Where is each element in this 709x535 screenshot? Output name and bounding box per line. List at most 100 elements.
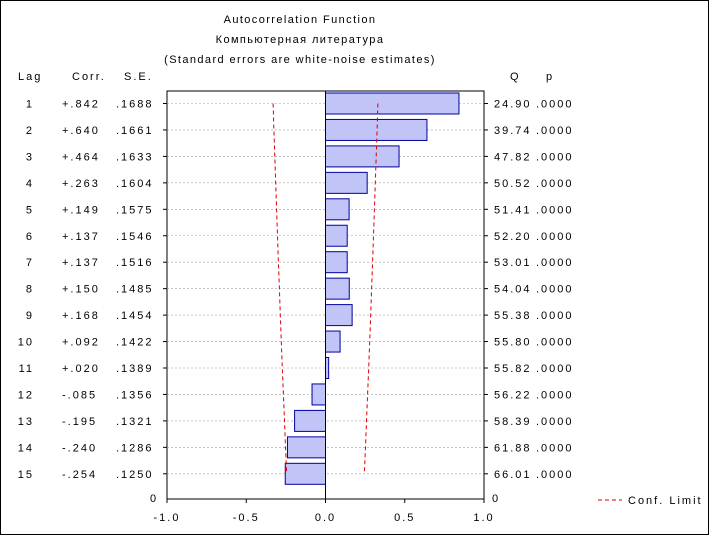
lag-label: 15 bbox=[18, 469, 34, 481]
q-label: 58.39 bbox=[494, 416, 532, 428]
bar bbox=[325, 304, 353, 327]
se-label: .1661 bbox=[116, 125, 154, 137]
se-label: .1286 bbox=[116, 442, 154, 454]
p-label: .0000 bbox=[536, 389, 574, 401]
lag-label: 9 bbox=[26, 310, 34, 322]
se-label: .1422 bbox=[116, 337, 154, 349]
zero-row-right: 0 bbox=[492, 493, 500, 505]
q-label: 39.74 bbox=[494, 125, 532, 137]
header-q: Q bbox=[510, 71, 521, 83]
chart-subtitle: Компьютерная литература bbox=[216, 34, 385, 46]
bar bbox=[284, 462, 326, 485]
lag-label: 3 bbox=[26, 151, 34, 163]
lag-label: 12 bbox=[18, 389, 34, 401]
corr-label: +.263 bbox=[62, 178, 100, 190]
se-label: .1485 bbox=[116, 284, 154, 296]
corr-label: +.020 bbox=[62, 363, 100, 375]
corr-label: +.842 bbox=[62, 99, 100, 111]
se-label: .1454 bbox=[116, 310, 154, 322]
lag-label: 11 bbox=[19, 363, 34, 375]
corr-label: -.085 bbox=[62, 389, 97, 401]
q-label: 61.88 bbox=[494, 442, 532, 454]
q-label: 55.80 bbox=[494, 337, 532, 349]
p-label: .0000 bbox=[536, 231, 574, 243]
corr-label: +.137 bbox=[62, 257, 100, 269]
conf-limit-upper bbox=[363, 103, 379, 474]
q-label: 55.82 bbox=[494, 363, 532, 375]
se-label: .1389 bbox=[116, 363, 154, 375]
lag-label: 7 bbox=[26, 257, 34, 269]
se-label: .1516 bbox=[116, 257, 154, 269]
row-labels: 1 +.842 .1688 24.90 .0000 2 +.640 .1661 39.74 .00… bbox=[18, 99, 574, 481]
p-label: .0000 bbox=[536, 337, 574, 349]
lag-label: 14 bbox=[18, 442, 34, 454]
q-label: 55.38 bbox=[494, 310, 532, 322]
x-tick-label: 1.0 bbox=[473, 512, 494, 524]
x-tick-label: 0.5 bbox=[394, 512, 415, 524]
x-tick-label: -0.5 bbox=[233, 512, 260, 524]
bar bbox=[325, 118, 428, 141]
p-label: .0000 bbox=[536, 284, 574, 296]
bar bbox=[325, 330, 341, 353]
p-label: .0000 bbox=[536, 442, 574, 454]
bar bbox=[325, 224, 348, 247]
q-label: 52.20 bbox=[494, 231, 532, 243]
legend-label: Conf. Limit bbox=[628, 495, 703, 507]
p-label: .0000 bbox=[536, 125, 574, 137]
se-label: .1356 bbox=[116, 389, 154, 401]
x-axis: -1.0 -0.5 0.0 0.5 1.0 bbox=[154, 499, 494, 524]
p-label: .0000 bbox=[536, 178, 574, 190]
lag-label: 2 bbox=[26, 125, 34, 137]
chart-title: Autocorrelation Function bbox=[224, 14, 377, 26]
q-label: 53.01 bbox=[494, 257, 532, 269]
bar bbox=[325, 92, 460, 115]
corr-label: -.195 bbox=[62, 416, 97, 428]
se-label: .1688 bbox=[116, 99, 154, 111]
header-lag: Lag bbox=[18, 71, 42, 83]
lag-label: 5 bbox=[26, 204, 34, 216]
q-label: 54.04 bbox=[494, 284, 532, 296]
p-label: .0000 bbox=[536, 310, 574, 322]
bar bbox=[325, 198, 350, 221]
p-label: .0000 bbox=[536, 99, 574, 111]
corr-label: +.640 bbox=[62, 125, 100, 137]
p-label: .0000 bbox=[536, 469, 574, 481]
bar bbox=[294, 409, 326, 432]
p-label: .0000 bbox=[536, 257, 574, 269]
header-p: p bbox=[546, 71, 554, 83]
bar bbox=[286, 436, 326, 459]
corr-label: -.240 bbox=[62, 442, 97, 454]
x-tick-label: -1.0 bbox=[154, 512, 181, 524]
p-label: .0000 bbox=[536, 363, 574, 375]
q-label: 50.52 bbox=[494, 178, 532, 190]
corr-label: +.092 bbox=[62, 337, 100, 349]
q-label: 47.82 bbox=[494, 151, 532, 163]
q-label: 56.22 bbox=[494, 389, 532, 401]
se-label: .1575 bbox=[116, 204, 154, 216]
conf-limit-lower bbox=[272, 103, 288, 474]
bar bbox=[325, 277, 350, 300]
bar bbox=[325, 251, 348, 274]
se-label: .1604 bbox=[116, 178, 154, 190]
bar bbox=[325, 171, 368, 194]
p-label: .0000 bbox=[536, 204, 574, 216]
q-label: 51.41 bbox=[494, 204, 532, 216]
q-label: 66.01 bbox=[494, 469, 532, 481]
bar bbox=[311, 383, 326, 406]
lag-label: 8 bbox=[26, 284, 34, 296]
corr-label: +.168 bbox=[62, 310, 100, 322]
lag-label: 6 bbox=[26, 231, 34, 243]
lag-label: 13 bbox=[18, 416, 34, 428]
legend: Conf. Limit bbox=[598, 495, 703, 507]
se-label: .1546 bbox=[116, 231, 154, 243]
lag-label: 4 bbox=[26, 178, 34, 190]
x-tick-label: 0.0 bbox=[315, 512, 336, 524]
se-label: .1250 bbox=[116, 469, 154, 481]
header-se: S.E. bbox=[124, 71, 153, 83]
bars bbox=[284, 91, 460, 499]
zero-row-left: 0 bbox=[150, 493, 158, 505]
lag-label: 1 bbox=[26, 99, 34, 111]
lag-label: 10 bbox=[18, 337, 34, 349]
